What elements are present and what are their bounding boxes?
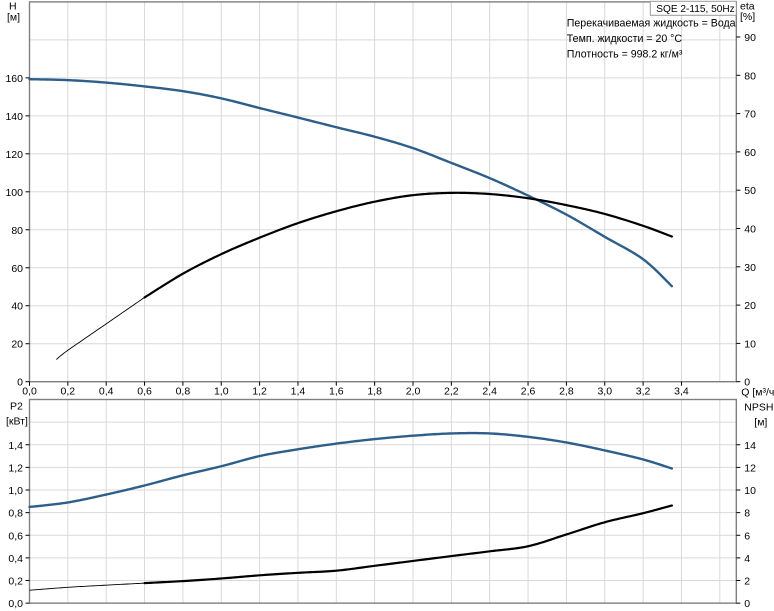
svg-text:10: 10	[744, 338, 756, 350]
svg-text:6: 6	[744, 530, 750, 542]
svg-text:0,2: 0,2	[61, 386, 76, 398]
svg-text:[кВт]: [кВт]	[6, 416, 28, 428]
svg-text:50: 50	[744, 185, 756, 197]
svg-text:2,0: 2,0	[406, 386, 421, 398]
svg-text:Плотность = 998.2 кг/м³: Плотность = 998.2 кг/м³	[567, 48, 683, 60]
svg-text:3,0: 3,0	[597, 386, 612, 398]
svg-text:70: 70	[744, 109, 756, 121]
svg-text:12: 12	[744, 462, 756, 474]
svg-text:1,2: 1,2	[8, 462, 23, 474]
svg-text:60: 60	[11, 263, 23, 275]
svg-text:1,8: 1,8	[367, 386, 382, 398]
svg-text:2,6: 2,6	[521, 386, 536, 398]
svg-text:Темп. жидкости = 20 °C: Темп. жидкости = 20 °C	[567, 33, 683, 45]
svg-text:2,4: 2,4	[482, 386, 497, 398]
svg-text:90: 90	[744, 32, 756, 44]
svg-text:SQE 2-115, 50Hz: SQE 2-115, 50Hz	[656, 4, 734, 15]
svg-text:4: 4	[744, 553, 750, 565]
svg-text:NPSH: NPSH	[744, 402, 773, 414]
svg-text:20: 20	[11, 339, 23, 351]
svg-text:60: 60	[744, 147, 756, 159]
svg-text:80: 80	[11, 225, 23, 237]
svg-text:0,8: 0,8	[8, 508, 23, 520]
svg-text:1,0: 1,0	[8, 485, 23, 497]
svg-text:14: 14	[744, 440, 756, 452]
svg-text:3,4: 3,4	[674, 386, 689, 398]
svg-text:30: 30	[744, 262, 756, 274]
svg-text:10: 10	[744, 485, 756, 497]
svg-text:2,8: 2,8	[559, 386, 574, 398]
svg-text:2,2: 2,2	[444, 386, 459, 398]
svg-text:0,8: 0,8	[176, 386, 191, 398]
svg-text:Перекачиваемая жидкость = Вода: Перекачиваемая жидкость = Вода	[567, 18, 736, 30]
svg-text:8: 8	[744, 508, 750, 520]
svg-text:1,6: 1,6	[329, 386, 344, 398]
svg-text:0,4: 0,4	[8, 553, 23, 565]
svg-text:P2: P2	[10, 401, 23, 413]
svg-text:0,2: 0,2	[8, 576, 23, 588]
svg-text:1,4: 1,4	[8, 440, 23, 452]
svg-text:0,6: 0,6	[8, 530, 23, 542]
svg-text:100: 100	[5, 187, 23, 199]
svg-text:3,2: 3,2	[636, 386, 651, 398]
svg-text:Q [м³/ч]: Q [м³/ч]	[741, 387, 774, 399]
svg-text:1,0: 1,0	[214, 386, 229, 398]
svg-text:0,6: 0,6	[137, 386, 152, 398]
svg-text:1,2: 1,2	[252, 386, 267, 398]
svg-text:[м]: [м]	[7, 12, 20, 24]
svg-text:80: 80	[744, 70, 756, 82]
svg-text:20: 20	[744, 300, 756, 312]
svg-text:1,4: 1,4	[291, 386, 306, 398]
svg-text:2: 2	[744, 576, 750, 588]
svg-text:0,0: 0,0	[8, 598, 23, 610]
svg-text:120: 120	[5, 149, 23, 161]
svg-text:40: 40	[744, 223, 756, 235]
svg-text:0,4: 0,4	[99, 386, 114, 398]
svg-text:[%]: [%]	[740, 11, 755, 23]
svg-text:140: 140	[5, 111, 23, 123]
svg-text:[м]: [м]	[754, 417, 767, 429]
svg-text:160: 160	[5, 73, 23, 85]
svg-text:0,0: 0,0	[22, 386, 37, 398]
svg-text:0: 0	[744, 598, 750, 610]
svg-text:40: 40	[11, 301, 23, 313]
